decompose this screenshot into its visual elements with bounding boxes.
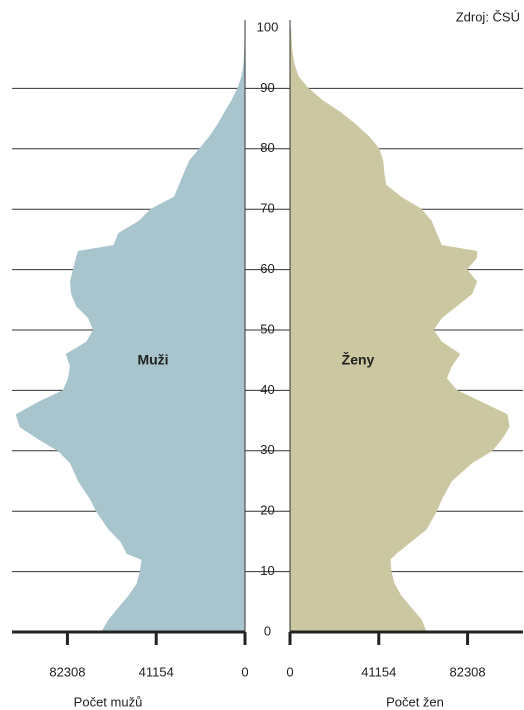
y-tick-label: 30 bbox=[260, 442, 274, 457]
series-label: Muži bbox=[137, 352, 168, 368]
x-tick-label: 0 bbox=[286, 664, 293, 679]
y-tick-label: 20 bbox=[260, 503, 274, 518]
area-edge bbox=[15, 28, 246, 633]
area-fill bbox=[290, 28, 509, 632]
x-tick-label: 82308 bbox=[449, 664, 485, 679]
y-tick-label: 40 bbox=[260, 382, 274, 397]
source-note: Zdroj: ČSÚ bbox=[456, 9, 520, 24]
y-tick-label: 100 bbox=[257, 19, 279, 34]
x-tick-label: 0 bbox=[241, 664, 248, 679]
y-tick-label: 70 bbox=[260, 201, 274, 216]
series-label: Ženy bbox=[342, 351, 375, 368]
y-tick-label: 80 bbox=[260, 140, 274, 155]
x-tick-label: 82308 bbox=[49, 664, 85, 679]
y-tick-label: 0 bbox=[264, 623, 271, 638]
y-tick-label: 60 bbox=[260, 261, 274, 276]
axis-title: Počet žen bbox=[386, 694, 444, 709]
y-tick-label: 50 bbox=[260, 321, 274, 336]
x-tick-label: 41154 bbox=[139, 664, 174, 679]
y-tick-label: 90 bbox=[260, 80, 274, 95]
axis-title: Počet mužů bbox=[74, 694, 143, 709]
area-edge bbox=[290, 27, 510, 633]
y-tick-label: 10 bbox=[260, 563, 274, 578]
x-tick-label: 41154 bbox=[361, 664, 396, 679]
area-fill bbox=[16, 28, 245, 632]
